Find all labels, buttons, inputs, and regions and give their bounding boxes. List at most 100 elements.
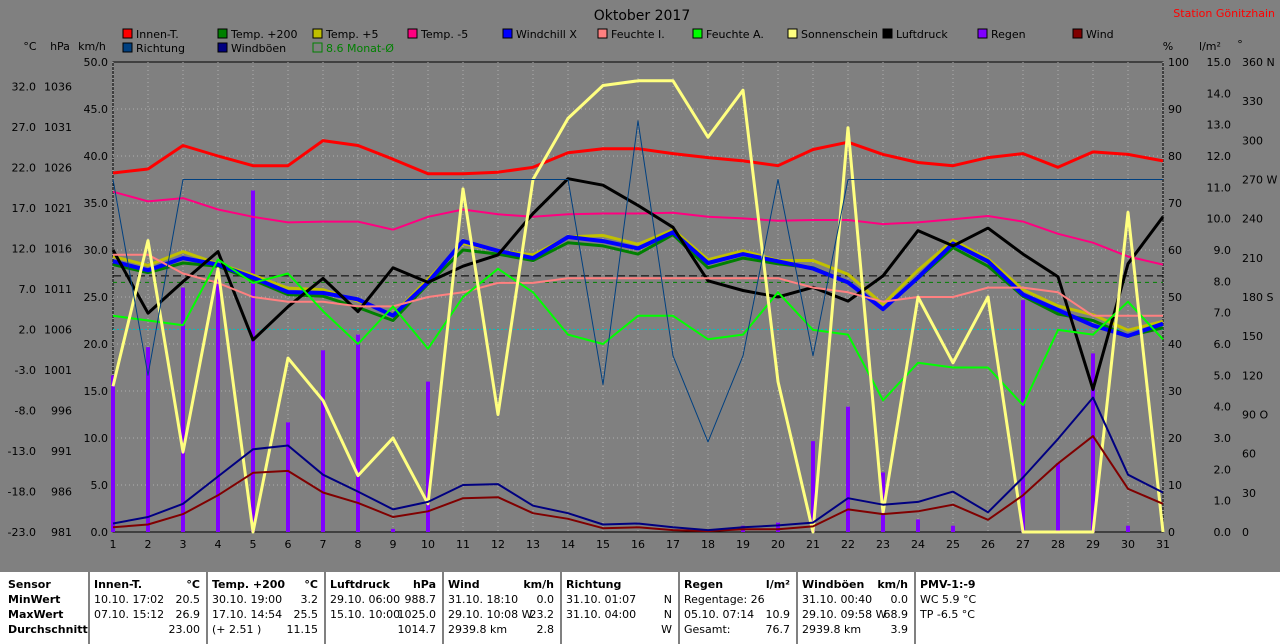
table-separator bbox=[796, 572, 798, 644]
percent-tick-label: 0 bbox=[1168, 526, 1175, 539]
percent-tick-label: 100 bbox=[1168, 56, 1189, 69]
table-cell-value: 0.0 bbox=[890, 593, 909, 606]
direction-tick-label: 30 bbox=[1242, 487, 1256, 500]
day-tick-label: 8 bbox=[355, 538, 362, 551]
day-tick-label: 5 bbox=[250, 538, 257, 551]
legend-label: Regen bbox=[991, 28, 1026, 41]
rain-bar bbox=[321, 350, 325, 532]
rain-bar bbox=[251, 190, 255, 532]
legend-label: Temp. +200 bbox=[230, 28, 298, 41]
legend-label: Temp. -5 bbox=[420, 28, 468, 41]
direction-tick-label: 60 bbox=[1242, 448, 1256, 461]
table-column-unit: °C bbox=[186, 578, 200, 591]
temp-tick-label: 2.0 bbox=[19, 323, 37, 336]
table-cell-value: 76.7 bbox=[765, 623, 791, 636]
table-cell-value: 1025.0 bbox=[397, 608, 437, 621]
percent-tick-label: 40 bbox=[1168, 338, 1182, 351]
table-column-header: Regen bbox=[684, 578, 724, 591]
rain-bar bbox=[916, 519, 920, 532]
day-tick-label: 24 bbox=[911, 538, 925, 551]
rain-bar bbox=[1091, 353, 1095, 532]
percent-tick-label: 20 bbox=[1168, 432, 1182, 445]
table-cell-label: 29.10. 06:00 bbox=[330, 593, 401, 606]
rain-tick-label: 1.0 bbox=[1214, 495, 1232, 508]
axis-unit-labels: °C hPa km/h% l/m² ° bbox=[23, 38, 1242, 53]
left-unit-label: km/h bbox=[78, 40, 106, 53]
legend-swatch bbox=[692, 28, 703, 39]
rain-tick-label: 4.0 bbox=[1214, 401, 1232, 414]
table-cell-label: Regentage: 26 bbox=[684, 593, 765, 606]
legend-label: Richtung bbox=[136, 42, 185, 55]
day-tick-label: 16 bbox=[631, 538, 645, 551]
day-tick-label: 26 bbox=[981, 538, 995, 551]
table-cell-value: 25.5 bbox=[293, 608, 319, 621]
day-tick-label: 9 bbox=[390, 538, 397, 551]
temp-tick-label: -3.0 bbox=[15, 364, 36, 377]
day-tick-label: 10 bbox=[421, 538, 435, 551]
table-row-label: MaxWert bbox=[8, 608, 64, 621]
day-tick-label: 27 bbox=[1016, 538, 1030, 551]
legend-label: Wind bbox=[1086, 28, 1114, 41]
rain-bar bbox=[1126, 525, 1130, 532]
legend-swatch bbox=[407, 28, 418, 39]
rain-bar bbox=[811, 441, 815, 532]
percent-tick-label: 90 bbox=[1168, 103, 1182, 116]
rain-bar bbox=[1056, 463, 1060, 532]
kmh-tick-label: 35.0 bbox=[84, 197, 109, 210]
legend-swatch bbox=[1072, 28, 1083, 39]
legend-label: Feuchte A. bbox=[706, 28, 764, 41]
table-separator bbox=[206, 572, 208, 644]
table-cell-value: 20.5 bbox=[175, 593, 201, 606]
table-cell-label: 05.10. 07:14 bbox=[684, 608, 755, 621]
table-column: Windböen km/h 31.10. 00:40 0.0 29.10. 09:58 … bbox=[802, 572, 912, 644]
temp-tick-label: 22.0 bbox=[12, 161, 37, 174]
table-cell-value: N bbox=[663, 608, 672, 621]
table-cell-label: 17.10. 14:54 bbox=[212, 608, 283, 621]
day-tick-label: 7 bbox=[320, 538, 327, 551]
table-cell-value: 3.9 bbox=[890, 623, 909, 636]
table-cell-value: 23.00 bbox=[168, 623, 201, 636]
pressure-tick-label: 1026 bbox=[44, 161, 72, 174]
kmh-tick-label: 10.0 bbox=[84, 432, 109, 445]
table-column-header: Windböen bbox=[802, 578, 865, 591]
rain-tick-label: 11.0 bbox=[1207, 181, 1232, 194]
reference-lines bbox=[113, 275, 1163, 330]
table-cell-value: 10.9 bbox=[765, 608, 791, 621]
pressure-tick-label: 986 bbox=[51, 485, 72, 498]
temp-tick-label: 32.0 bbox=[12, 80, 37, 93]
rain-tick-label: 13.0 bbox=[1207, 119, 1232, 132]
legend-label: Temp. +5 bbox=[325, 28, 379, 41]
table-row-label: MinWert bbox=[8, 593, 61, 606]
table-cell-label: WC 5.9 °C bbox=[920, 593, 977, 606]
pressure-tick-label: 1016 bbox=[44, 242, 72, 255]
series-line-wind bbox=[112, 435, 1164, 533]
table-cell-value: N bbox=[663, 593, 672, 606]
percent-tick-label: 50 bbox=[1168, 291, 1182, 304]
table-column: Regen l/m² Regentage: 26 05.10. 07:14 10.9 Ge… bbox=[684, 572, 794, 644]
table-cell-label: 29.10. 10:08 W bbox=[448, 608, 533, 621]
direction-tick-label: 120 bbox=[1242, 369, 1263, 382]
percent-tick-label: 70 bbox=[1168, 197, 1182, 210]
kmh-tick-label: 20.0 bbox=[84, 338, 109, 351]
legend-label: Innen-T. bbox=[136, 28, 179, 41]
series-line-temp-5 bbox=[112, 190, 1164, 266]
table-column-unit: °C bbox=[304, 578, 318, 591]
rain-bar bbox=[951, 525, 955, 532]
legend-swatch bbox=[122, 28, 133, 39]
table-column-header: Sensor bbox=[8, 578, 51, 591]
chart-title: Oktober 2017 bbox=[594, 8, 691, 24]
pressure-tick-label: 981 bbox=[51, 526, 72, 539]
rain-tick-label: 15.0 bbox=[1207, 56, 1232, 69]
day-tick-label: 4 bbox=[215, 538, 222, 551]
rain-tick-label: 8.0 bbox=[1214, 275, 1232, 288]
legend-swatch bbox=[597, 28, 608, 39]
series-lines bbox=[111, 79, 1165, 534]
day-tick-label: 21 bbox=[806, 538, 820, 551]
legend-swatch bbox=[122, 42, 133, 53]
percent-tick-label: 10 bbox=[1168, 479, 1182, 492]
table-cell-label: 29.10. 09:58 W bbox=[802, 608, 887, 621]
chart-legend: Innen-T. Temp. +200 Temp. +5 Temp. -5 Windch… bbox=[122, 28, 1114, 55]
series-line-temp-5 bbox=[112, 228, 1164, 332]
right-unit-label: % bbox=[1163, 40, 1173, 53]
table-cell-label: 2939.8 km bbox=[448, 623, 508, 636]
